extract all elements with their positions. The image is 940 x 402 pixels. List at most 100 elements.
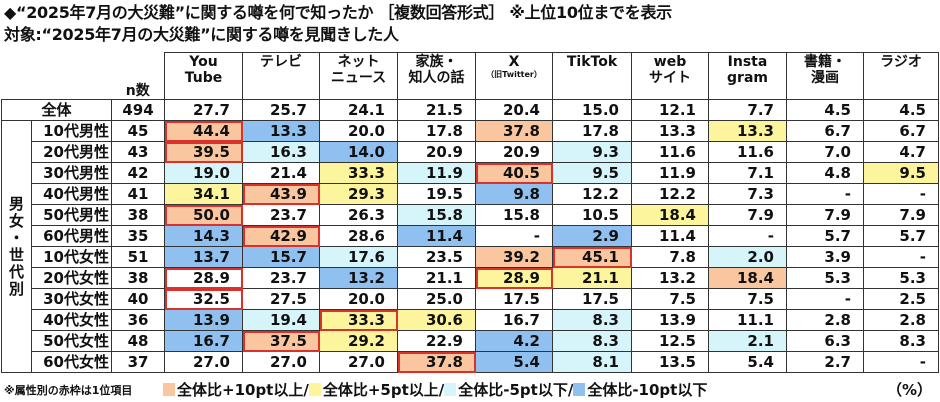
value-cell: 17.5 — [552, 288, 632, 310]
legend-label: 全体比+10pt以上/ — [177, 381, 309, 399]
value-cell: 7.9 — [863, 204, 939, 226]
value-cell: 9.8 — [475, 183, 553, 205]
value-cell: 13.2 — [319, 267, 398, 289]
value-cell: 27.0 — [164, 351, 243, 373]
value-cell: 13.9 — [631, 309, 709, 331]
value-cell: - — [863, 246, 939, 268]
value-cell: 5.7 — [863, 225, 939, 247]
column-header: ネット ニュース — [319, 52, 398, 100]
row-label: 60代男性 — [31, 225, 112, 247]
value-cell: 20.9 — [475, 141, 553, 163]
column-header-line2: Tube — [184, 70, 223, 86]
value-cell: 29.3 — [319, 183, 398, 205]
n-value: 41 — [111, 183, 165, 205]
value-cell: 28.9 — [164, 267, 243, 289]
table-row: 60代男性 35 14.3 42.9 28.6 11.4-2.9 11.4-5.7 5.7 — [2, 225, 939, 247]
column-header-line1: TikTok — [566, 54, 618, 70]
value-cell: 16.7 — [164, 330, 243, 352]
value-cell: 4.8 — [786, 162, 864, 184]
value-cell: 20.0 — [319, 288, 398, 310]
chart-subtitle: 対象:“2025年7月の大災難”に関する噂を見聞きした人 — [4, 25, 399, 44]
value-cell: 5.4 — [708, 351, 787, 373]
column-header-note: （旧Twitter） — [486, 70, 542, 79]
value-cell: 28.6 — [319, 225, 398, 247]
value-cell: 17.5 — [475, 288, 553, 310]
table-row: 40代男性 41 34.1 43.9 29.3 19.5 9.8 12.2 12.2 7.3- - — [2, 183, 939, 205]
value-cell: 9.5 — [552, 162, 632, 184]
value-cell: 27.0 — [242, 351, 320, 373]
value-cell: 14.3 — [164, 225, 243, 247]
legend-label: 全体比+5pt以上/ — [322, 381, 445, 399]
value-cell: 8.3 — [552, 330, 632, 352]
legend-swatch — [573, 383, 586, 396]
column-header-line1: You — [189, 54, 218, 70]
value-cell: 7.1 — [708, 162, 787, 184]
value-cell: 50.0 — [164, 204, 243, 226]
value-cell: 11.9 — [631, 162, 709, 184]
column-header-line2: サイト — [649, 70, 691, 86]
value-cell: 2.5 — [863, 288, 939, 310]
n-value: 37 — [111, 351, 165, 373]
row-label: 10代女性 — [31, 246, 112, 268]
table-row: 40代女性 36 13.9 19.4 33.3 30.6 16.7 8.3 13.9 11.1 2.… — [2, 309, 939, 331]
value-cell: 11.9 — [397, 162, 476, 184]
value-cell: 15.8 — [397, 204, 476, 226]
group-label-char: ・ — [8, 228, 24, 247]
n-value: 51 — [111, 246, 165, 268]
value-cell: 21.1 — [397, 267, 476, 289]
value-cell: 21.1 — [552, 267, 632, 289]
value-cell: 20.0 — [319, 120, 398, 142]
value-cell: 3.9 — [786, 246, 864, 268]
column-header-line1: ラジオ — [880, 54, 922, 70]
value-cell: 16.7 — [475, 309, 553, 331]
value-cell: 19.0 — [164, 162, 243, 184]
row-label: 30代男性 — [31, 162, 112, 184]
value-cell: 7.9 — [708, 204, 787, 226]
value-cell: 4.7 — [863, 141, 939, 163]
legend-label: 全体比-10pt以下 — [587, 381, 708, 399]
value-cell: 7.0 — [786, 141, 864, 163]
value-cell: 2.8 — [786, 309, 864, 331]
legend-swatch — [308, 383, 321, 396]
value-cell: 19.5 — [397, 183, 476, 205]
value-cell: 7.7 — [708, 99, 787, 121]
value-cell: 33.3 — [319, 162, 398, 184]
n-value: 42 — [111, 162, 165, 184]
n-value: 48 — [111, 330, 165, 352]
row-label: 30代女性 — [31, 288, 112, 310]
table-row: 10代女性 51 13.7 15.7 17.6 23.5 39.2 45.1 7.8 2.0 3.9… — [2, 246, 939, 268]
column-header-line2: ニュース — [330, 70, 387, 86]
column-header-line1: web — [653, 54, 687, 70]
value-cell: 20.4 — [475, 99, 553, 121]
value-cell: 25.0 — [397, 288, 476, 310]
chart-title: ◆“2025年7月の大災難”に関する噂を何で知ったか ［複数回答形式］ ※上位1… — [4, 3, 672, 22]
value-cell: 2.7 — [786, 351, 864, 373]
row-label: 60代女性 — [31, 351, 112, 373]
n-value: 494 — [111, 99, 165, 121]
column-header-line2: 知人の話 — [408, 70, 465, 86]
table-row: 60代女性 37 27.0 27.0 27.0 37.8 5.4 8.1 13.5 5.4 2.7- — [2, 351, 939, 373]
value-cell: - — [708, 225, 787, 247]
value-cell: 14.0 — [319, 141, 398, 163]
value-cell: 13.2 — [631, 267, 709, 289]
value-cell: 25.7 — [242, 99, 320, 121]
value-cell: 16.3 — [242, 141, 320, 163]
value-cell: 13.7 — [164, 246, 243, 268]
value-cell: 7.3 — [708, 183, 787, 205]
value-cell: 2.0 — [708, 246, 787, 268]
value-cell: 28.9 — [475, 267, 553, 289]
value-cell: 39.2 — [475, 246, 553, 268]
value-cell: 11.1 — [708, 309, 787, 331]
data-table: n数 You Tube テレビ ネット ニュース 家族・ 知人の話 X （旧Twitter） Ti… — [1, 52, 939, 373]
value-cell: 24.1 — [319, 99, 398, 121]
value-cell: 17.6 — [319, 246, 398, 268]
unit-label: （%） — [886, 381, 932, 399]
value-cell: 2.8 — [863, 309, 939, 331]
column-header: Insta gram — [708, 52, 787, 100]
value-cell: 27.5 — [242, 288, 320, 310]
value-cell: 15.0 — [552, 99, 632, 121]
value-cell: 27.7 — [164, 99, 243, 121]
row-label: 50代女性 — [31, 330, 112, 352]
value-cell: 9.3 — [552, 141, 632, 163]
column-header-line1: Insta — [727, 54, 768, 70]
